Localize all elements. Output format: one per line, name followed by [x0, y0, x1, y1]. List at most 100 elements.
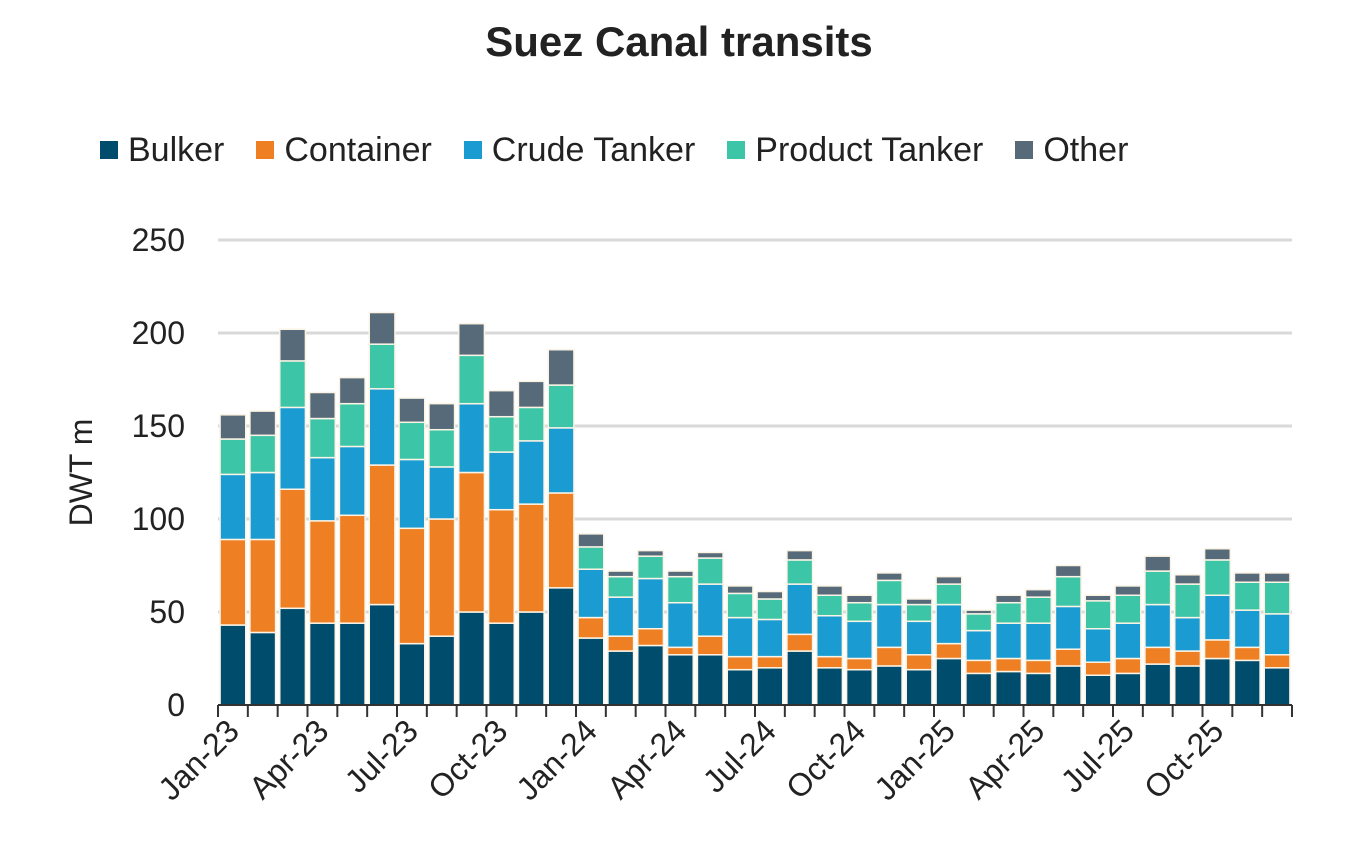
- bar-crude-tanker: [487, 451, 515, 511]
- bar-crude-tanker: [338, 445, 366, 517]
- bar-crude-tanker: [1084, 627, 1112, 663]
- bar-crude-tanker: [1144, 603, 1172, 649]
- bar-product-tanker: [1054, 575, 1082, 608]
- bar-bulker: [816, 667, 844, 706]
- bar-crude-tanker: [308, 456, 336, 522]
- bar-product-tanker: [1114, 594, 1142, 624]
- bar-container: [1114, 657, 1142, 675]
- y-tick-label: 0: [167, 687, 185, 723]
- bar-bulker: [338, 622, 366, 706]
- bar-product-tanker: [756, 598, 784, 621]
- x-tick-label: Jan-25: [867, 712, 962, 807]
- bar-other: [696, 551, 724, 559]
- bar-bulker: [1233, 659, 1261, 706]
- x-tick-label: Jan-24: [509, 712, 604, 807]
- bar-container: [368, 464, 396, 606]
- bar-crude-tanker: [458, 402, 486, 474]
- bar-product-tanker: [935, 583, 963, 606]
- y-tick-label: 200: [132, 315, 185, 351]
- bar-container: [1084, 661, 1112, 676]
- bar-crude-tanker: [219, 473, 247, 541]
- bar-container: [547, 492, 575, 589]
- bar-product-tanker: [487, 415, 515, 453]
- bar-container: [607, 635, 635, 652]
- bar-bulker: [458, 611, 486, 706]
- bar-container: [487, 508, 515, 624]
- bar-product-tanker: [1144, 570, 1172, 606]
- bar-product-tanker: [1263, 581, 1291, 615]
- bar-bulker: [935, 657, 963, 706]
- bar-container: [965, 659, 993, 675]
- bar-product-tanker: [308, 417, 336, 459]
- bar-product-tanker: [696, 557, 724, 585]
- bar-product-tanker: [1084, 600, 1112, 630]
- bar-other: [1084, 594, 1112, 602]
- bar-crude-tanker: [905, 620, 933, 656]
- x-tick-label: Apr-25: [958, 712, 1051, 805]
- bar-product-tanker: [249, 434, 277, 474]
- bar-crude-tanker: [577, 568, 605, 619]
- bar-bulker: [517, 611, 545, 706]
- y-axis-label: DWT m: [63, 419, 99, 527]
- x-tick-label: Oct-23: [421, 712, 514, 805]
- bar-container: [308, 520, 336, 624]
- bar-container: [577, 616, 605, 639]
- bar-other: [786, 549, 814, 561]
- bar-crude-tanker: [428, 466, 456, 520]
- bar-other: [219, 414, 247, 440]
- bar-bulker: [875, 665, 903, 706]
- legend: Bulker Container Crude Tanker Product Tanke…: [100, 130, 1128, 170]
- bar-container: [1144, 646, 1172, 665]
- bar-container: [1203, 639, 1231, 660]
- bar-product-tanker: [995, 601, 1023, 624]
- bar-other: [398, 397, 426, 424]
- bar-bulker: [249, 631, 277, 706]
- bar-product-tanker: [398, 421, 426, 461]
- legend-label: Other: [1043, 130, 1129, 169]
- bar-product-tanker: [547, 384, 575, 429]
- bar-other: [1203, 548, 1231, 561]
- bar-container: [458, 471, 486, 613]
- bar-product-tanker: [1203, 559, 1231, 597]
- bar-other: [637, 549, 665, 557]
- bar-container: [1054, 648, 1082, 667]
- bar-container: [1024, 659, 1052, 675]
- bar-other: [368, 311, 396, 345]
- bar-bulker: [398, 642, 426, 706]
- bar-other: [965, 609, 993, 615]
- bar-other: [905, 598, 933, 606]
- bar-crude-tanker: [875, 603, 903, 649]
- x-tick-label: Oct-24: [779, 712, 872, 805]
- chart-title: Suez Canal transits: [485, 18, 873, 65]
- bar-container: [696, 635, 724, 656]
- bar-crude-tanker: [517, 440, 545, 505]
- legend-swatch: [1015, 141, 1034, 159]
- legend-label: Product Tanker: [755, 130, 984, 169]
- bar-container: [637, 627, 665, 647]
- bar-crude-tanker: [666, 601, 695, 649]
- bar-container: [517, 503, 545, 613]
- bar-bulker: [905, 668, 933, 706]
- bar-bulker: [666, 654, 695, 706]
- bar-other: [1144, 555, 1172, 572]
- bar-crude-tanker: [726, 616, 754, 658]
- bar-bulker: [965, 672, 993, 706]
- bar-crude-tanker: [995, 622, 1023, 660]
- bar-bulker: [577, 637, 605, 706]
- y-tick-label: 250: [132, 222, 185, 258]
- bar-other: [487, 389, 515, 418]
- x-tick-label: Oct-25: [1137, 712, 1230, 805]
- bar-crude-tanker: [1114, 622, 1142, 660]
- y-tick-label: 50: [149, 594, 185, 630]
- bar-container: [1174, 650, 1202, 667]
- bar-other: [577, 533, 605, 548]
- bar-crude-tanker: [607, 596, 635, 637]
- bar-product-tanker: [905, 603, 933, 623]
- bar-other: [517, 380, 545, 409]
- bar-product-tanker: [965, 613, 993, 632]
- bar-bulker: [1263, 667, 1291, 706]
- bar-other: [607, 570, 635, 578]
- bar-container: [726, 655, 754, 671]
- bar-product-tanker: [279, 360, 307, 409]
